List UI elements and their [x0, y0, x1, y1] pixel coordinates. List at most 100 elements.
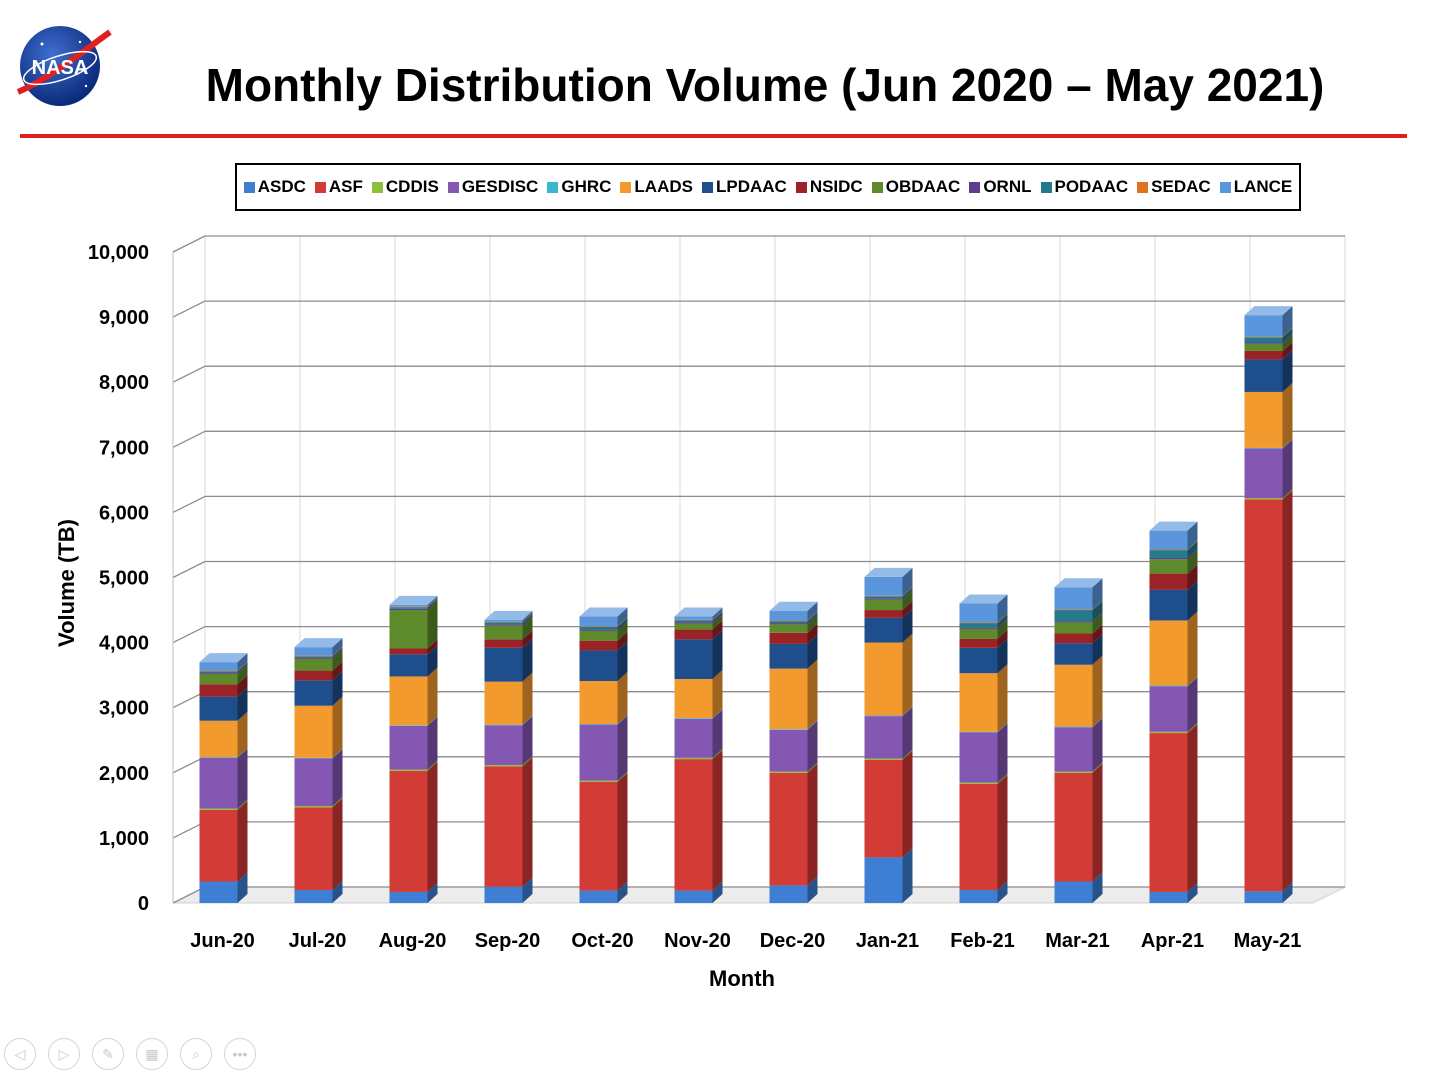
bar-segment-lpdaac	[389, 645, 438, 677]
bar-front	[674, 623, 713, 630]
bar-side	[237, 872, 248, 903]
bar-segment-lpdaac	[199, 687, 248, 721]
bar-side	[332, 880, 343, 903]
bar-front	[674, 622, 713, 624]
legend-swatch	[447, 181, 459, 193]
bar-segment-lpdaac	[769, 634, 818, 669]
bar-segment-ghrc	[959, 722, 1008, 733]
bar-side	[1187, 722, 1198, 734]
bar-front	[294, 889, 333, 903]
more-options-icon[interactable]: •••	[224, 1038, 256, 1070]
bar-segment-obdaac	[769, 615, 818, 633]
bar-side	[1282, 333, 1293, 344]
bar-front	[199, 670, 238, 672]
bar-side	[522, 877, 533, 903]
legend-label: ASF	[328, 177, 363, 196]
bar-side	[617, 617, 628, 630]
y-axis: 0 1,000 2,000 3,000 4,000 5,000 6,000 7,000 8,00…	[88, 242, 149, 915]
bar-front	[199, 809, 238, 882]
bar-side	[712, 748, 723, 760]
bar-front	[1149, 557, 1188, 560]
bar-front	[1149, 589, 1188, 621]
bar-segment-gesdisc	[579, 715, 628, 781]
bar-side	[712, 620, 723, 640]
bar-segment-asf	[1054, 763, 1103, 882]
bar-segment-cddis	[484, 755, 533, 767]
bar-segment-sedac	[769, 611, 818, 622]
bar-front	[579, 723, 618, 725]
bar-front	[294, 705, 333, 758]
y-tick-label: 8,000	[99, 372, 149, 394]
bar-segment-laads	[864, 633, 913, 716]
bar-front	[1244, 342, 1283, 344]
bar-side	[617, 620, 628, 631]
bar-front	[1244, 343, 1283, 351]
legend-swatch	[314, 181, 326, 193]
bar-stack-sep-20	[484, 610, 533, 903]
x-tick-label: Jan-21	[856, 930, 919, 952]
bar-segment-obdaac	[389, 601, 438, 649]
legend-item-asf: ASF	[314, 177, 363, 197]
bar-segment-gesdisc	[199, 748, 248, 809]
bar-side	[1282, 327, 1293, 338]
bar-front	[1149, 620, 1188, 686]
bar-side	[237, 664, 248, 685]
zoom-icon[interactable]: ⌕	[180, 1038, 212, 1070]
bar-segment-podaac	[1149, 541, 1198, 558]
pen-icon[interactable]: ✎	[92, 1038, 124, 1070]
legend-label: OBDAAC	[885, 177, 961, 196]
bar-side	[427, 645, 438, 677]
bar-side	[997, 619, 1008, 639]
bar-segment-laads	[389, 667, 438, 726]
bar-side	[902, 589, 913, 600]
bar-front	[1054, 633, 1093, 644]
bar-side	[902, 848, 913, 903]
bar-front	[389, 654, 428, 677]
legend-item-lance: LANCE	[1219, 177, 1292, 197]
bar-side	[427, 597, 438, 608]
bar-side	[1187, 548, 1198, 560]
bar-front	[579, 781, 618, 891]
bar-segment-asdc	[579, 881, 628, 903]
legend-swatch	[871, 181, 883, 193]
bar-segment-lance	[959, 594, 1008, 623]
bar-front	[864, 758, 903, 760]
bar-segment-lance	[769, 601, 818, 621]
bar-side	[617, 607, 628, 627]
bar-side	[712, 670, 723, 719]
bar-segment-cddis	[769, 762, 818, 773]
bar-side	[997, 723, 1008, 783]
bar-front	[674, 759, 713, 891]
legend-swatch	[371, 181, 383, 193]
bar-segment-ghrc	[294, 748, 343, 759]
bar-side	[332, 646, 343, 657]
bar-segment-ornl	[389, 599, 438, 611]
bar-side	[1092, 624, 1103, 644]
bar-side	[617, 672, 628, 724]
bar-front	[579, 724, 618, 781]
y-axis-title: Volume (TB)	[54, 519, 79, 647]
y-tick-label: 3,000	[99, 698, 149, 720]
bar-side	[997, 638, 1008, 674]
bar-segment-ornl	[1244, 333, 1293, 344]
side-gridline	[172, 365, 206, 383]
bar-front	[674, 890, 713, 903]
bar-side	[1187, 540, 1198, 551]
bar-segment-obdaac	[294, 649, 343, 671]
bar-segment-obdaac	[864, 590, 913, 611]
previous-slide-icon[interactable]: ◁	[4, 1038, 36, 1070]
bar-front	[959, 889, 998, 903]
bar-side	[807, 623, 818, 644]
bar-side	[1092, 612, 1103, 623]
bar-segment-asf	[484, 757, 533, 887]
bar-front	[484, 619, 523, 622]
legend-item-ghrc: GHRC	[547, 177, 611, 197]
slides-grid-icon[interactable]: ▦	[136, 1038, 168, 1070]
next-slide-icon[interactable]: ▷	[48, 1038, 80, 1070]
bar-side	[902, 590, 913, 611]
bar-side	[712, 881, 723, 903]
bar-stack-may-21	[1244, 306, 1293, 903]
bar-segment-ornl	[484, 615, 533, 626]
bar-segment-asdc	[199, 872, 248, 903]
bar-segment-asf	[959, 774, 1008, 890]
